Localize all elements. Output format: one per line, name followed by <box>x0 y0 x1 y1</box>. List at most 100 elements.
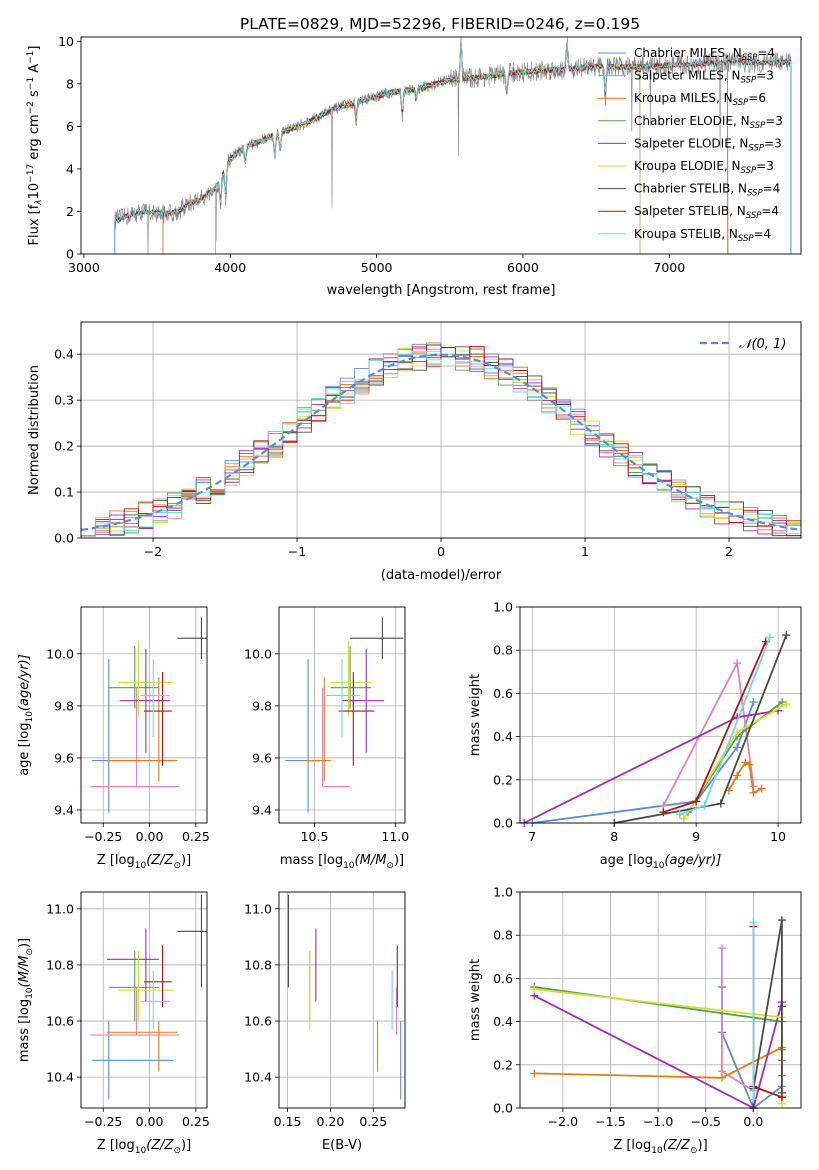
x-tick-label: −1.5 <box>595 1114 625 1129</box>
y-axis-label: Normed distribution <box>27 365 42 495</box>
x-tick-label: 3000 <box>68 260 100 275</box>
y-tick-label: 0.4 <box>493 729 513 744</box>
label-part: Kroupa MILES, N <box>634 91 733 105</box>
errorbar-kroupa_elodie <box>118 640 174 717</box>
y-tick-label: 0.0 <box>493 816 513 831</box>
y-tick-label: 0.0 <box>493 1101 513 1116</box>
point-marker <box>749 1086 758 1095</box>
x-axis-label: mass [log10(M/M⊙)] <box>280 853 404 871</box>
series-kroupa_stelib <box>749 918 758 1104</box>
x-tick-label: −2.0 <box>548 1114 578 1129</box>
y-tick-label: 10.8 <box>46 957 74 972</box>
panel-age_vs_Z: −0.25 0.00 0.259.49.69.810.0Z [log10(Z/Z⊙)… <box>17 606 210 871</box>
errorbar-chabrier_stelib <box>177 617 207 660</box>
label-part: 10 <box>25 987 35 999</box>
x-tick-label: −2 <box>144 544 162 559</box>
y-tick-label: 9.8 <box>54 698 74 713</box>
label-part: =4 <box>763 182 781 196</box>
label-part: −17 <box>26 164 36 183</box>
label-part: =3 <box>765 114 783 128</box>
point-marker <box>778 698 787 707</box>
y-tick-label: 0.3 <box>54 393 74 408</box>
axes-frame <box>80 606 208 824</box>
label-part: (Z/Z <box>663 1138 691 1153</box>
panel-residuals: −2 −1 0 1 2 0.0 0.1 0.2 0.3 0.4 𝒩(0, 1) (data-model… <box>27 321 802 583</box>
x-axis-label: Z [log10(Z/Z⊙)] <box>613 1138 707 1156</box>
y-tick-label: 4 <box>66 161 74 176</box>
label-part: erg cm <box>27 114 42 163</box>
x-tick-label: 0 <box>437 544 445 559</box>
x-tick-label: 11.0 <box>381 829 409 844</box>
x-tick-label: 8 <box>610 829 618 844</box>
x-tick-label: 0.25 <box>182 1114 210 1129</box>
series-line <box>721 948 755 1108</box>
y-tick-label: 0.8 <box>493 643 513 658</box>
x-tick-label: 4000 <box>214 260 246 275</box>
errorbar-salpeter_elodie <box>119 648 170 753</box>
series-kroupa_stelib <box>675 633 774 819</box>
label-part: −2 <box>26 101 36 114</box>
panel-age_vs_mass: 10.5 11.0 9.4 9.6 9.8 10.0 mass [log10(M/M⊙)] <box>244 606 409 871</box>
histogram-kroupa_stelib <box>81 350 801 537</box>
y-tick-label: 0.4 <box>493 1014 513 1029</box>
point-marker <box>745 760 754 769</box>
label-part: s <box>27 90 42 101</box>
legend-entry: Salpeter ELODIE, NSSP=3 <box>634 136 782 153</box>
label-part: SSP <box>742 53 758 63</box>
y-tick-label: 9.8 <box>252 698 272 713</box>
series-line <box>523 709 779 824</box>
x-tick-label: 0.00 <box>136 1114 164 1129</box>
point-marker <box>733 659 742 668</box>
y-axis-label: Flux [fλ10−17 erg cm−2 s−1 A−1] <box>26 46 44 246</box>
label-part: SSP <box>748 143 764 153</box>
y-tick-label: 0.2 <box>54 439 74 454</box>
panel-mass_vs_ebv: 0.15 0.20 0.25 10.4 10.6 10.8 11.0 E(B-V) <box>244 891 406 1153</box>
x-axis-label: Z [log10(Z/Z⊙)] <box>97 853 191 871</box>
x-tick-label: 6000 <box>507 260 539 275</box>
label-part: =4 <box>757 46 775 60</box>
label-part: Chabrier STELIB, N <box>634 182 747 196</box>
label-part: Salpeter ELODIE, N <box>634 136 748 150</box>
errorbar-salpeter_elodie <box>106 928 159 1002</box>
series-kroupa_miles <box>724 758 766 797</box>
x-axis-label: E(B-V) <box>322 1138 362 1153</box>
errorbar-chabrier_elodie <box>330 646 372 709</box>
axes-frame <box>80 891 208 1109</box>
model-line-kroupa_stelib <box>114 41 792 254</box>
axes-frame <box>278 891 406 1109</box>
y-tick-label: 0.2 <box>493 1057 513 1072</box>
axes-frame <box>519 606 802 824</box>
legend-entry: Kroupa MILES, NSSP=6 <box>634 91 766 108</box>
legend-entry: Chabrier STELIB, NSSP=4 <box>634 182 780 199</box>
y-tick-label: 10.6 <box>244 1014 272 1029</box>
point-marker <box>749 788 758 797</box>
errorbar-salpeter_stelib <box>144 945 172 1008</box>
point-marker <box>757 784 766 793</box>
point-marker <box>679 814 688 823</box>
x-tick-label: −1.0 <box>643 1114 673 1129</box>
point-marker <box>749 918 758 927</box>
label-part: (age/yr)] <box>17 654 32 711</box>
y-tick-label: 2 <box>66 204 74 219</box>
errorbar-chabrier_stelib <box>177 894 207 988</box>
label-part: =3 <box>756 69 774 83</box>
label-part: age [log <box>17 723 32 776</box>
x-axis-label: age [log10(age/yr)] <box>600 853 722 871</box>
point-marker <box>733 728 742 737</box>
legend-entry: Kroupa ELODIE, NSSP=3 <box>634 159 774 176</box>
y-tick-label: 0.4 <box>54 347 74 362</box>
legend-entry: Salpeter MILES, NSSP=3 <box>634 69 774 86</box>
y-tick-label: 0.6 <box>493 686 513 701</box>
y-tick-label: 9.6 <box>54 750 74 765</box>
legend-entry: 𝒩(0, 1) <box>739 337 786 352</box>
label-part: Chabrier ELODIE, N <box>634 114 750 128</box>
label-part: =3 <box>756 159 774 173</box>
point-marker <box>749 1095 758 1104</box>
label-part: 10 <box>343 861 355 871</box>
x-tick-label: 0.0 <box>743 1114 763 1129</box>
label-part: −1 <box>26 51 36 64</box>
x-tick-label: 0.25 <box>359 1114 387 1129</box>
point-marker <box>733 771 742 780</box>
